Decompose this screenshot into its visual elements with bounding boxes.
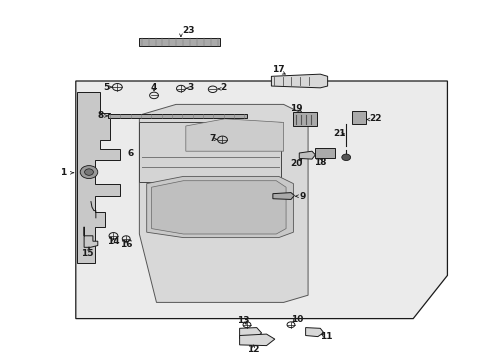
Text: 2: 2 xyxy=(220,83,226,92)
Text: 11: 11 xyxy=(320,332,332,341)
Polygon shape xyxy=(107,114,246,118)
Text: 1: 1 xyxy=(61,168,66,177)
Text: 9: 9 xyxy=(299,192,306,201)
Text: 4: 4 xyxy=(150,83,157,91)
Text: 3: 3 xyxy=(187,83,193,91)
Polygon shape xyxy=(239,334,274,346)
Text: 10: 10 xyxy=(290,315,303,324)
Text: 14: 14 xyxy=(107,238,120,246)
Text: 6: 6 xyxy=(128,149,134,158)
Text: 19: 19 xyxy=(290,104,303,112)
Text: 23: 23 xyxy=(182,26,194,35)
Text: 8: 8 xyxy=(97,111,103,120)
Text: 16: 16 xyxy=(120,240,132,248)
Polygon shape xyxy=(299,151,315,159)
Polygon shape xyxy=(84,227,98,247)
Text: 18: 18 xyxy=(313,158,326,167)
Polygon shape xyxy=(272,193,294,199)
Text: 12: 12 xyxy=(246,345,259,354)
Bar xyxy=(139,122,281,182)
Polygon shape xyxy=(77,92,120,263)
Circle shape xyxy=(80,166,98,179)
Text: 17: 17 xyxy=(272,65,285,74)
Polygon shape xyxy=(146,176,293,238)
Polygon shape xyxy=(151,181,285,234)
Circle shape xyxy=(84,169,93,175)
Text: 20: 20 xyxy=(289,159,302,168)
Bar xyxy=(293,112,316,126)
Text: 13: 13 xyxy=(236,316,249,325)
Text: 21: 21 xyxy=(333,129,346,138)
Text: 15: 15 xyxy=(81,249,93,258)
Bar xyxy=(351,111,365,124)
Text: 7: 7 xyxy=(209,134,216,143)
Polygon shape xyxy=(305,328,323,337)
Bar xyxy=(139,38,220,46)
Polygon shape xyxy=(185,119,283,151)
Polygon shape xyxy=(239,328,261,339)
Text: 22: 22 xyxy=(368,114,381,123)
Bar xyxy=(315,148,334,158)
Text: 5: 5 xyxy=(103,83,109,91)
Polygon shape xyxy=(76,81,447,319)
Polygon shape xyxy=(271,74,327,88)
Circle shape xyxy=(341,154,350,161)
Polygon shape xyxy=(139,104,307,302)
